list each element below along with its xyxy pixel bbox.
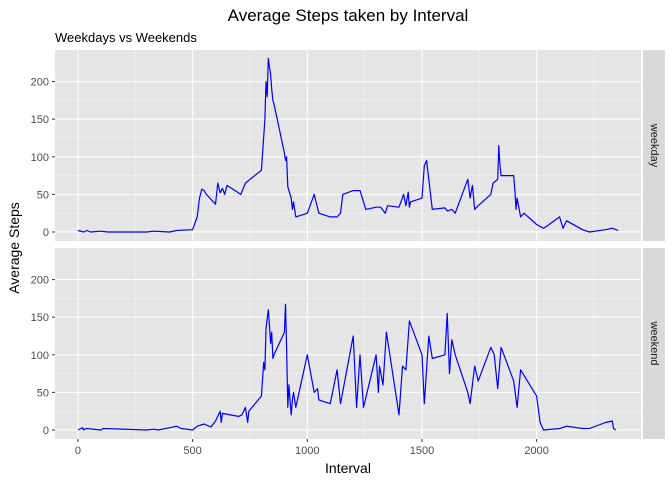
series-line-weekday [77, 57, 619, 233]
chart-subtitle: Weekdays vs Weekends [55, 30, 197, 45]
y-tick-label: 0 [43, 425, 49, 437]
y-tick-label: 50 [37, 189, 49, 201]
x-tick-label: 1000 [295, 445, 319, 457]
x-axis: 0 500 1000 1500 2000 [75, 439, 549, 457]
y-tick-label: 50 [37, 387, 49, 399]
facet-strip [643, 248, 665, 439]
facet-strip-label: weekend [648, 320, 660, 365]
panel-weekend: 0 50 100 150 200 weekend [31, 248, 665, 439]
y-tick-label: 100 [31, 152, 49, 164]
y-tick-label: 100 [31, 350, 49, 362]
y-tick-label: 200 [31, 275, 49, 287]
x-axis-title: Interval [325, 460, 371, 476]
x-tick-label: 1500 [410, 445, 434, 457]
x-tick-label: 500 [183, 445, 201, 457]
facet-panels: 0 50 100 150 200 weekday 0 50 100 150 200 weekend 0 5… [31, 50, 665, 457]
chart-title: Average Steps taken by Interval [228, 6, 469, 25]
facet-strip-label: weekday [648, 123, 660, 168]
y-axis-title: Average Steps [6, 202, 22, 294]
x-tick-label: 0 [75, 445, 81, 457]
y-tick-label: 150 [31, 114, 49, 126]
series-line-weekend [77, 303, 617, 431]
y-tick-label: 150 [31, 312, 49, 324]
y-tick-label: 0 [43, 227, 49, 239]
facet-strip [643, 50, 665, 241]
x-tick-label: 2000 [524, 445, 548, 457]
y-tick-label: 200 [31, 77, 49, 89]
panel-weekday: 0 50 100 150 200 weekday [31, 50, 665, 241]
panel-background [55, 50, 641, 241]
panel-background [55, 248, 641, 439]
